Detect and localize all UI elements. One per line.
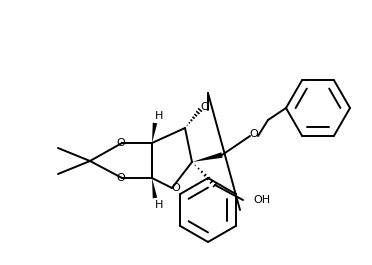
Polygon shape xyxy=(152,123,157,143)
Polygon shape xyxy=(152,178,157,198)
Text: O: O xyxy=(250,129,259,139)
Text: O: O xyxy=(171,183,180,193)
Text: O: O xyxy=(117,173,125,183)
Text: O: O xyxy=(117,138,125,148)
Polygon shape xyxy=(192,152,222,162)
Text: OH: OH xyxy=(253,195,270,205)
Text: H: H xyxy=(155,200,163,210)
Text: O: O xyxy=(201,102,209,112)
Text: H: H xyxy=(155,111,163,121)
